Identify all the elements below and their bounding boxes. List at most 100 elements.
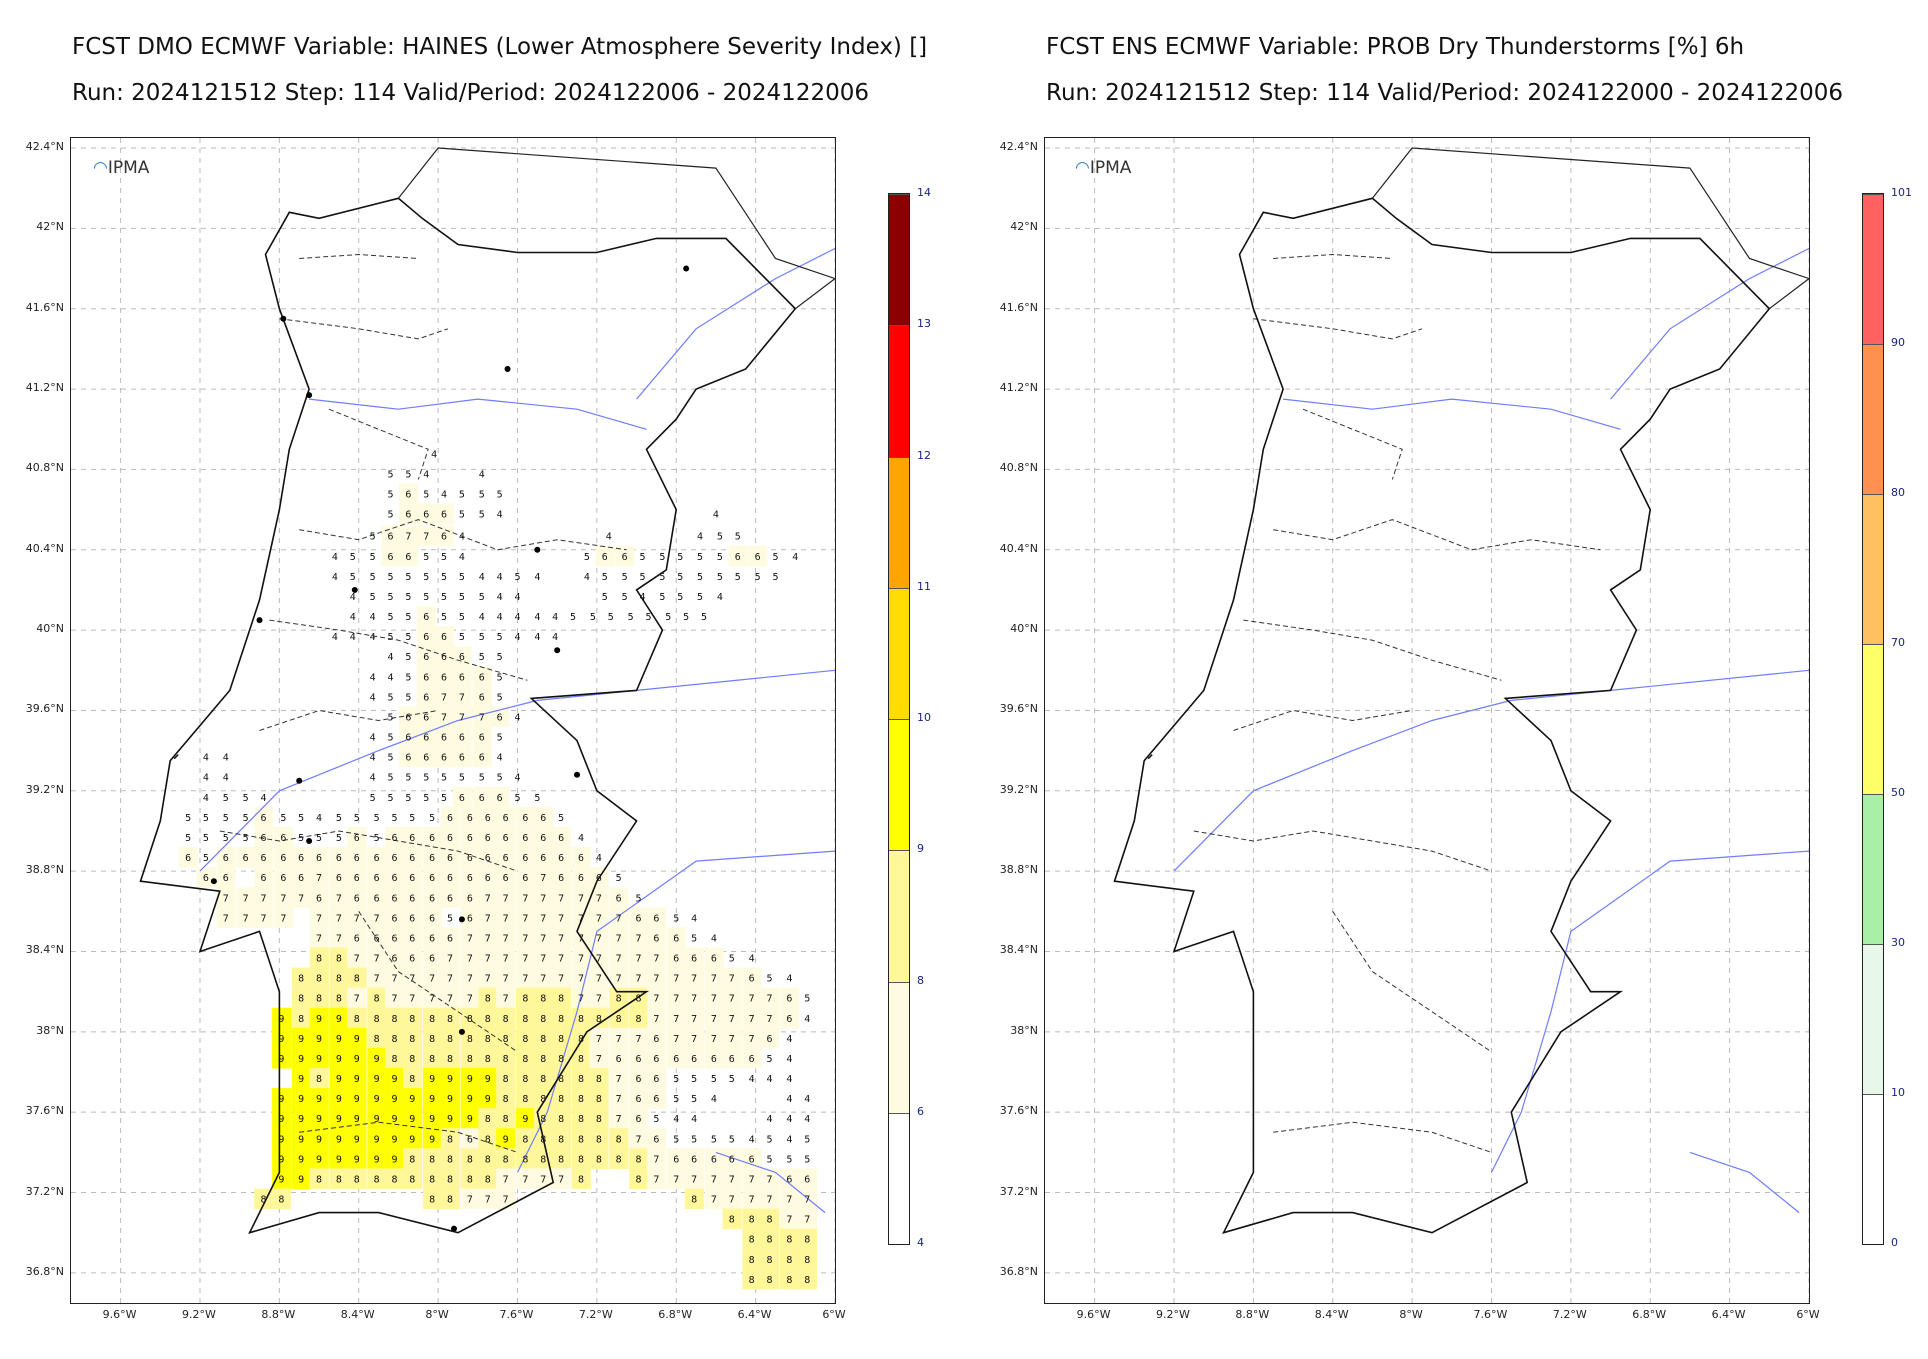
haines-cell (551, 947, 571, 969)
haines-cell (516, 867, 536, 888)
haines-value: 7 (243, 913, 249, 924)
haines-value: 4 (350, 612, 356, 623)
haines-value: 6 (636, 1114, 642, 1125)
haines-value: 6 (622, 552, 628, 563)
haines-cell (367, 1168, 387, 1190)
haines-cell (329, 947, 349, 969)
lon-tick-label: 7.6°W (499, 1308, 534, 1321)
haines-cell (472, 706, 492, 728)
haines-cell (760, 1268, 780, 1290)
haines-value: 8 (503, 1094, 509, 1105)
haines-cell (478, 1007, 498, 1029)
haines-cell (780, 1268, 800, 1290)
haines-cell (291, 1007, 312, 1029)
haines-value: 8 (447, 1014, 453, 1025)
haines-cell (440, 1108, 460, 1129)
city-dot (458, 1028, 465, 1035)
haines-cell (254, 867, 274, 888)
haines-cell (666, 927, 687, 948)
haines-cell (367, 867, 387, 888)
haines-value: 4 (479, 612, 485, 623)
haines-value: 6 (540, 813, 546, 824)
lat-tick-label: 41.2°N (999, 381, 1038, 395)
haines-value: 8 (447, 1054, 453, 1065)
haines-value: 6 (223, 873, 229, 884)
haines-value: 7 (467, 933, 473, 944)
haines-value: 8 (540, 1014, 546, 1025)
city-dot (210, 878, 217, 885)
haines-value: 5 (711, 1134, 717, 1145)
haines-value: 7 (691, 1014, 697, 1025)
lat-tick-label: 39.6°N (25, 702, 64, 716)
haines-cell (272, 1088, 292, 1109)
haines-value: 5 (387, 692, 393, 703)
city-dot (504, 365, 511, 372)
haines-cell (551, 847, 571, 868)
haines-value: 8 (409, 1174, 415, 1185)
haines-cell (385, 1067, 405, 1089)
haines-cell (478, 1148, 498, 1169)
haines-cell (780, 1007, 800, 1029)
haines-value: 5 (441, 612, 447, 623)
haines-value: 7 (596, 1034, 602, 1045)
haines-value: 6 (298, 873, 304, 884)
haines-cell (496, 1088, 516, 1109)
haines-value: 5 (441, 572, 447, 583)
haines-value: 4 (459, 552, 465, 563)
haines-value: 6 (391, 853, 397, 864)
haines-value: 6 (405, 552, 411, 563)
haines-value: 4 (370, 773, 376, 784)
haines-cell (571, 1128, 591, 1149)
haines-cell (329, 887, 349, 908)
haines-value: 4 (578, 833, 584, 844)
haines-value: 8 (316, 954, 322, 965)
haines-value: 6 (749, 1154, 755, 1165)
haines-cell (402, 947, 423, 969)
haines-cell (254, 847, 274, 868)
lat-tick-label: 41.6°N (25, 300, 64, 314)
haines-value: 5 (804, 1154, 810, 1165)
haines-cell (496, 1067, 516, 1089)
haines-value: 8 (804, 1255, 810, 1266)
haines-cell (516, 1128, 536, 1149)
colorbar-bar (888, 193, 910, 1245)
haines-value: 9 (429, 1134, 435, 1145)
haines-cell (399, 545, 419, 567)
haines-value: 6 (616, 1054, 622, 1065)
haines-cell (309, 1128, 329, 1149)
haines-cell (291, 1088, 312, 1109)
haines-cell (402, 1168, 423, 1190)
haines-cell (615, 545, 635, 567)
haines-value: 8 (596, 1074, 602, 1085)
city-dot (554, 647, 561, 654)
haines-value: 6 (387, 552, 393, 563)
haines-value: 8 (503, 1054, 509, 1065)
haines-value: 5 (514, 572, 520, 583)
haines-value: 6 (429, 893, 435, 904)
haines-value: 7 (503, 1174, 509, 1185)
haines-cell (399, 706, 419, 728)
haines-value: 9 (298, 1054, 304, 1065)
haines-value: 8 (616, 1014, 622, 1025)
haines-cell (347, 1067, 367, 1089)
haines-value: 8 (636, 1174, 642, 1185)
haines-value: 5 (423, 592, 429, 603)
haines-cell (516, 806, 536, 828)
haines-cell (516, 987, 536, 1009)
haines-value: 6 (485, 813, 491, 824)
haines-cell (272, 1128, 292, 1149)
haines-cell (347, 1128, 367, 1149)
haines-value: 4 (332, 632, 338, 643)
haines-value: 6 (441, 733, 447, 744)
haines-value: 5 (497, 692, 503, 703)
haines-value: 8 (596, 1094, 602, 1105)
haines-value: 6 (755, 552, 761, 563)
haines-cell (272, 1148, 292, 1169)
haines-value: 7 (558, 1174, 564, 1185)
haines-value: 8 (485, 1034, 491, 1045)
haines-cell (460, 1168, 480, 1190)
colorbar-segment (1863, 944, 1883, 1094)
haines-cell (496, 1168, 516, 1190)
haines-value: 4 (497, 592, 503, 603)
haines-cell (440, 1188, 460, 1210)
